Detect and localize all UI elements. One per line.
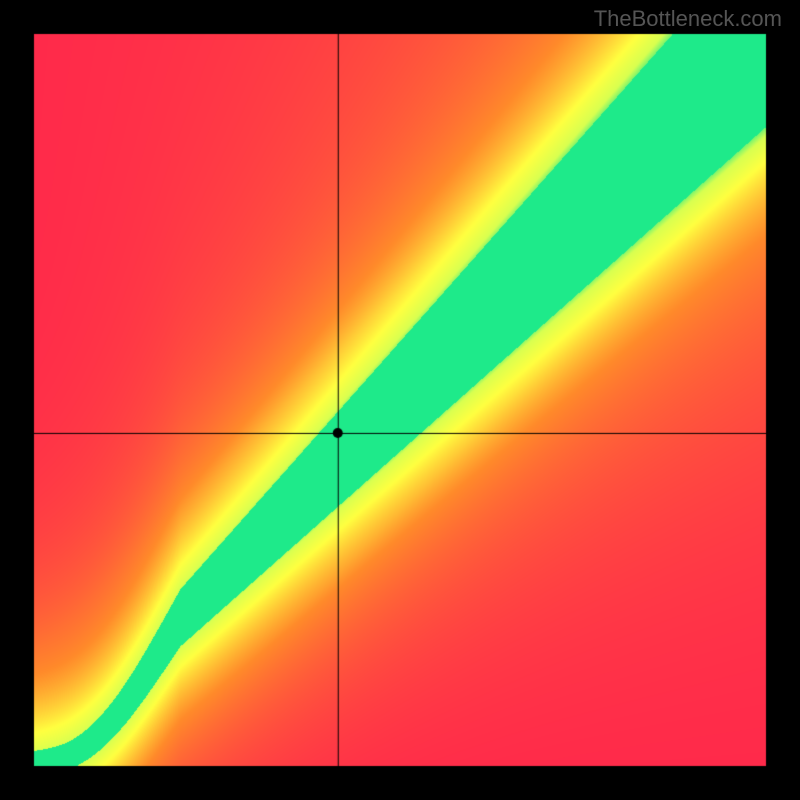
bottleneck-heatmap-canvas [0,0,800,800]
chart-container: TheBottleneck.com [0,0,800,800]
watermark-text: TheBottleneck.com [594,6,782,32]
